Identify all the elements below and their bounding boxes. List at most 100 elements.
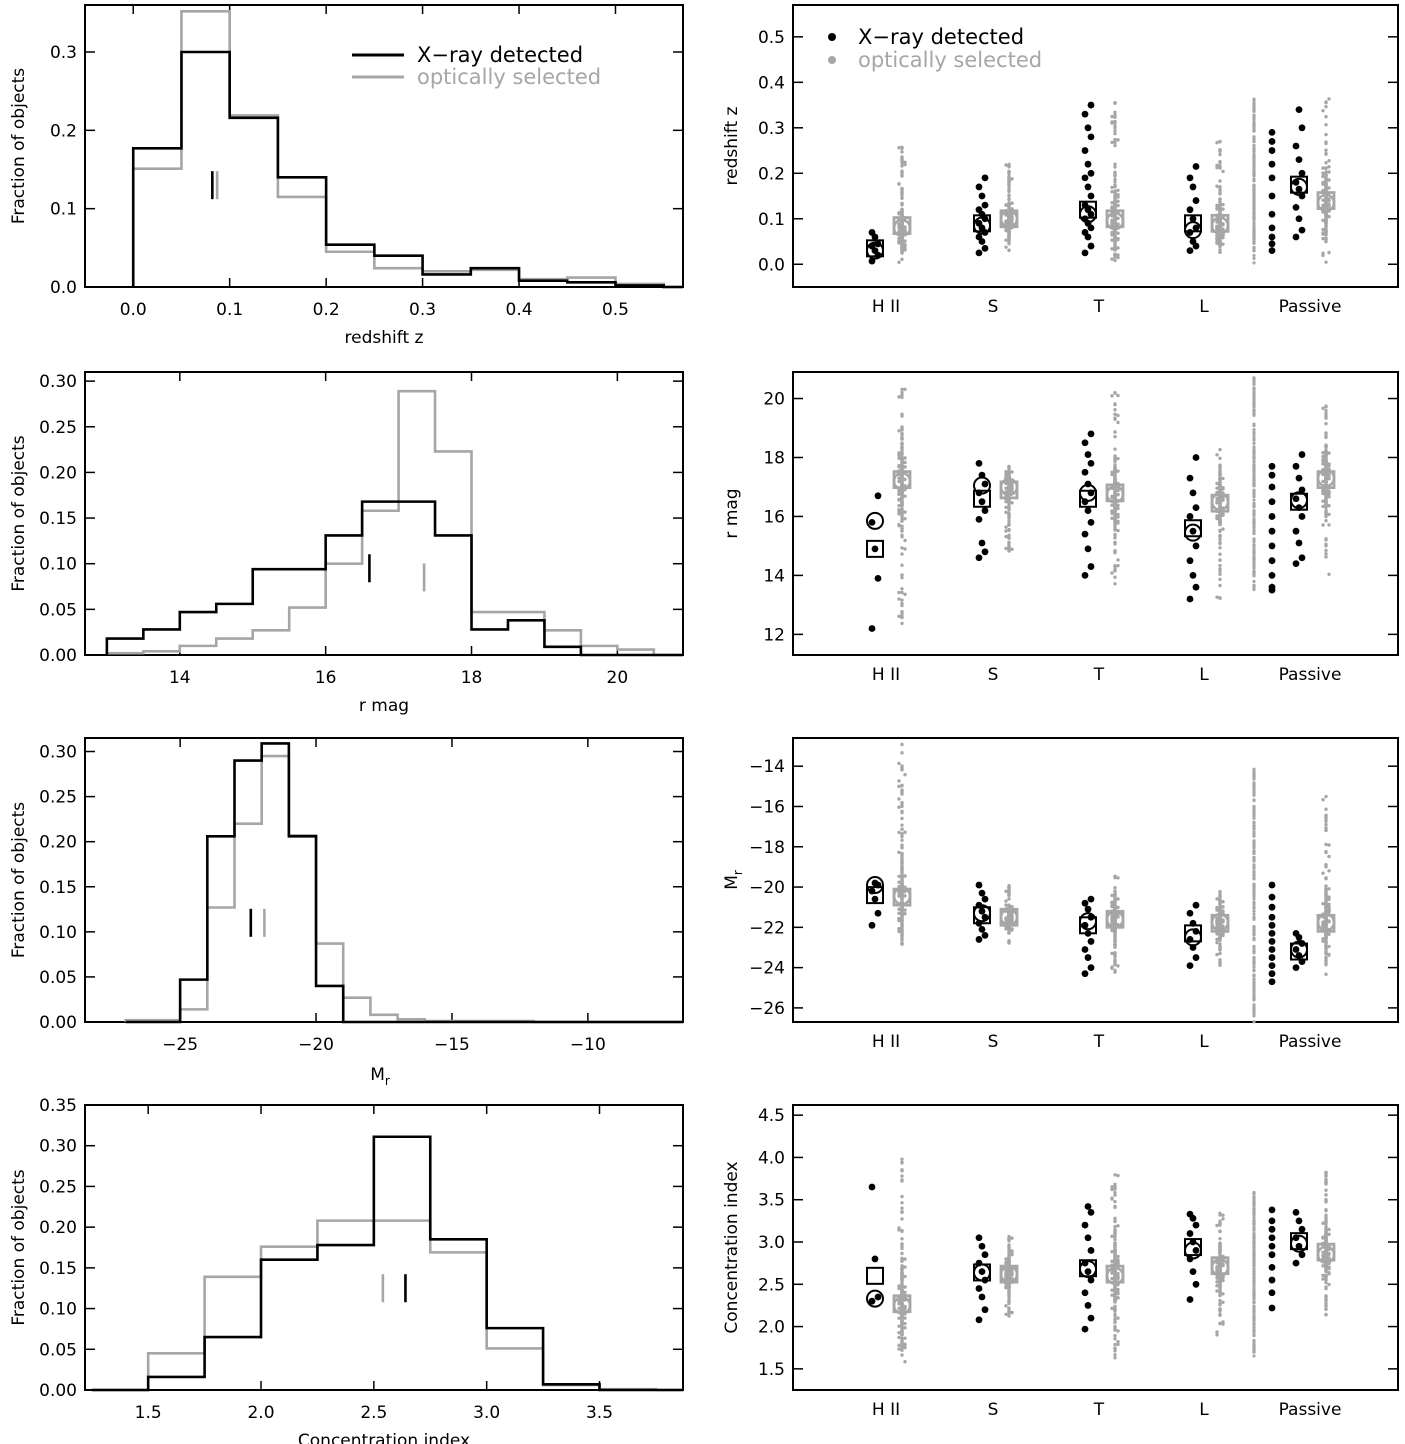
optical-point <box>1252 495 1256 499</box>
category-label: Passive <box>1279 665 1342 685</box>
xray-point <box>1295 474 1303 482</box>
optical-point <box>1113 523 1117 527</box>
category-group <box>1184 139 1230 255</box>
optical-point <box>1252 135 1256 139</box>
xray-point <box>1268 557 1276 565</box>
optical-point <box>1110 928 1114 933</box>
x-tick-label: 0.1 <box>216 300 243 320</box>
y-tick-label: 0.25 <box>39 788 77 808</box>
optical-point <box>1113 1356 1117 1360</box>
optical-point <box>1252 197 1256 201</box>
category-group <box>973 459 1019 562</box>
optical-point <box>1113 905 1117 909</box>
optical-point <box>897 429 901 433</box>
optical-point <box>900 150 904 154</box>
optical-point <box>1113 165 1117 169</box>
optical-point <box>1010 486 1014 491</box>
optical-point <box>900 451 904 456</box>
optical-point <box>1113 916 1117 921</box>
optical-point <box>1007 194 1011 198</box>
optical-point <box>1004 1312 1008 1317</box>
optical-point <box>1113 190 1117 195</box>
optical-point <box>1252 809 1256 813</box>
optical-point <box>897 508 901 513</box>
optical-point <box>1007 170 1011 174</box>
xray-point <box>975 554 983 562</box>
xray-point <box>1081 899 1089 907</box>
optical-point <box>897 260 901 264</box>
optical-point <box>1324 500 1328 505</box>
xray-mean-square <box>1184 519 1202 538</box>
optical-point <box>1113 258 1117 263</box>
optical-point <box>1327 214 1331 219</box>
optical-point <box>1113 245 1117 250</box>
xray-point <box>1268 462 1276 470</box>
optical-point <box>1327 902 1331 907</box>
optical-point <box>1252 201 1256 205</box>
optical-point <box>1324 434 1328 438</box>
optical-point <box>1252 957 1256 961</box>
optical-point <box>1116 253 1120 257</box>
optical-point <box>903 248 907 252</box>
optical-point <box>900 906 904 910</box>
optical-point <box>1004 472 1008 476</box>
optical-point <box>1007 903 1011 907</box>
optical-point <box>1007 248 1011 253</box>
optical-point <box>1327 202 1331 206</box>
optical-point <box>1324 819 1328 823</box>
optical-point <box>900 393 904 397</box>
optical-point <box>1252 510 1256 515</box>
optical-point <box>1327 490 1331 494</box>
y-tick-label: 0.00 <box>39 1013 77 1033</box>
optical-point <box>1252 103 1256 107</box>
optical-point <box>900 1168 904 1172</box>
optical-point <box>1007 189 1011 194</box>
optical-point <box>900 1157 904 1161</box>
optical-point <box>900 913 904 917</box>
optical-point <box>1007 533 1011 537</box>
optical-point <box>1116 193 1120 197</box>
xray-point <box>1087 133 1095 141</box>
y-axis-label: Fraction of objects <box>9 435 29 591</box>
optical-point <box>1252 517 1256 521</box>
optical-point <box>1252 240 1256 244</box>
optical-point <box>1252 253 1256 258</box>
optical-point <box>1004 203 1008 207</box>
optical-point <box>1113 477 1117 482</box>
optical-point <box>1010 904 1014 909</box>
optical-point <box>1004 916 1008 920</box>
optical-point <box>1007 186 1011 191</box>
optical-point <box>1007 892 1011 897</box>
optical-point <box>1252 767 1256 771</box>
optical-point <box>1113 183 1117 187</box>
xray-median-circle <box>1184 221 1202 240</box>
optical-point <box>1221 905 1225 909</box>
xray-point <box>981 244 989 252</box>
optical-point <box>1321 218 1325 223</box>
optical-point <box>1113 140 1117 145</box>
optical-point <box>900 1251 904 1256</box>
optical-point <box>1252 213 1256 217</box>
optical-point <box>1252 961 1256 965</box>
category-label: T <box>1093 297 1105 317</box>
optical-point <box>1215 937 1219 942</box>
category-label: T <box>1093 665 1105 685</box>
optical-point <box>1218 572 1222 576</box>
optical-point <box>1327 523 1331 527</box>
optical-point <box>1324 408 1328 413</box>
optical-point <box>1113 510 1117 514</box>
optical-point <box>1218 558 1222 562</box>
optical-point <box>900 590 904 595</box>
xray-point <box>1087 964 1095 972</box>
optical-point <box>900 207 904 212</box>
optical-point <box>900 1288 904 1292</box>
optical-point <box>900 164 904 168</box>
optical-point <box>900 833 904 837</box>
optical-point <box>1221 920 1225 924</box>
optical-point <box>900 1259 904 1263</box>
optical-point <box>1321 174 1325 179</box>
optical-point <box>1110 893 1114 898</box>
optical-point <box>897 1335 901 1340</box>
optical-point <box>900 500 904 504</box>
optical-point <box>900 923 904 927</box>
